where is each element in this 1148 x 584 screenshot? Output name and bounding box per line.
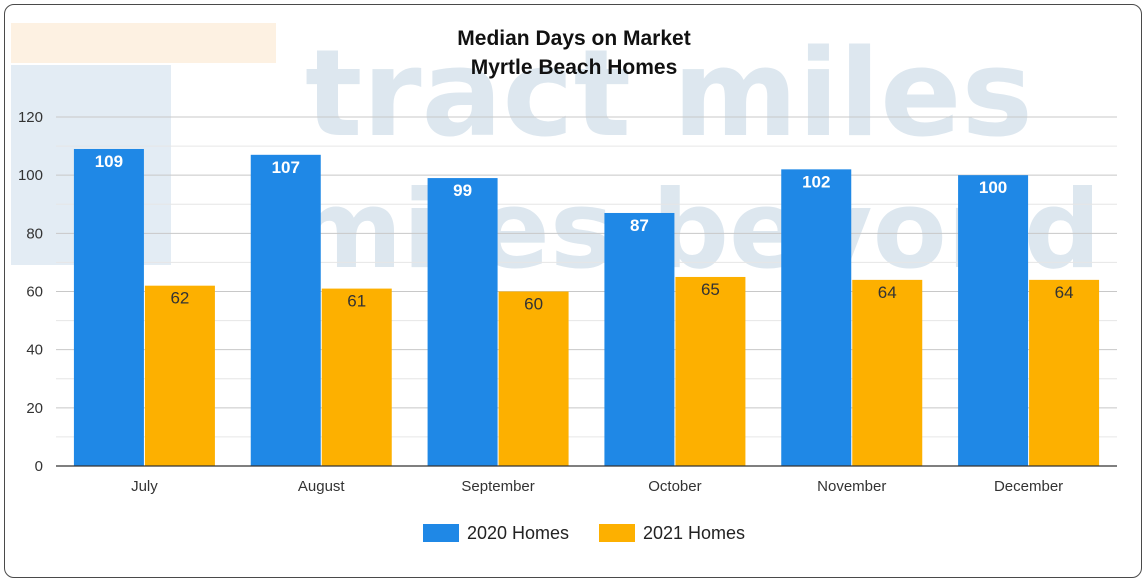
legend-item[interactable]: 2021 Homes [599, 523, 745, 543]
bar-2020-homes-november [781, 169, 852, 466]
bar-2021-homes-september [498, 291, 569, 466]
y-tick-label: 0 [35, 458, 43, 475]
y-axis: 0 20 40 60 80 100 120 [18, 109, 43, 475]
legend-label: 2021 Homes [643, 523, 745, 543]
legend-label: 2020 Homes [467, 523, 569, 543]
watermark-orange-block [11, 23, 276, 63]
bars: 109 62 107 61 99 60 87 65 102 64 100 64 [73, 148, 1100, 466]
data-label: 100 [979, 178, 1007, 197]
bar-2021-homes-october [675, 276, 746, 466]
x-tick-label: July [131, 478, 158, 495]
x-tick-label: November [817, 478, 886, 495]
bar-2020-homes-december [958, 175, 1029, 466]
data-label: 109 [95, 152, 123, 171]
gridlines [56, 116, 1117, 438]
data-label: 64 [1055, 283, 1074, 302]
data-label: 87 [630, 216, 649, 235]
data-label: 102 [802, 172, 830, 191]
data-label: 60 [524, 295, 543, 314]
x-tick-label: December [994, 478, 1063, 495]
legend-swatch [599, 524, 635, 542]
data-label: 64 [878, 283, 897, 302]
bar-2020-homes-october [604, 212, 675, 466]
bar-2021-homes-august [321, 288, 392, 466]
data-label: 62 [170, 289, 189, 308]
chart-title-line-2: Myrtle Beach Homes [471, 56, 678, 79]
legend-item[interactable]: 2020 Homes [423, 523, 569, 543]
legend-swatch [423, 524, 459, 542]
y-tick-label: 120 [18, 109, 43, 126]
y-tick-label: 20 [26, 400, 43, 417]
x-axis: July August September October November Decemb… [56, 465, 1117, 495]
watermark-text-1: tract miles [305, 25, 1033, 164]
bar-2021-homes-december [1029, 279, 1100, 466]
legend: 2020 Homes 2021 Homes [423, 523, 745, 543]
bar-2020-homes-july [73, 148, 144, 466]
data-label: 65 [701, 280, 720, 299]
x-tick-label: October [648, 478, 701, 495]
bar-2020-homes-august [250, 154, 321, 466]
data-label: 107 [272, 158, 300, 177]
chart-title-line-1: Median Days on Market [457, 27, 690, 50]
bar-2020-homes-september [427, 178, 498, 466]
y-tick-label: 60 [26, 284, 43, 301]
data-label: 61 [347, 292, 366, 311]
chart-title: Median Days on Market Myrtle Beach Homes [457, 27, 690, 79]
x-tick-label: August [298, 478, 346, 495]
bar-2021-homes-july [144, 285, 215, 466]
bar-2021-homes-november [852, 279, 923, 466]
data-label: 99 [453, 181, 472, 200]
y-tick-label: 80 [26, 225, 43, 242]
y-tick-label: 100 [18, 167, 43, 184]
x-tick-label: September [461, 478, 534, 495]
chart-frame: tract miles miles beyond Median Days on M… [4, 4, 1142, 578]
y-tick-label: 40 [26, 342, 43, 359]
